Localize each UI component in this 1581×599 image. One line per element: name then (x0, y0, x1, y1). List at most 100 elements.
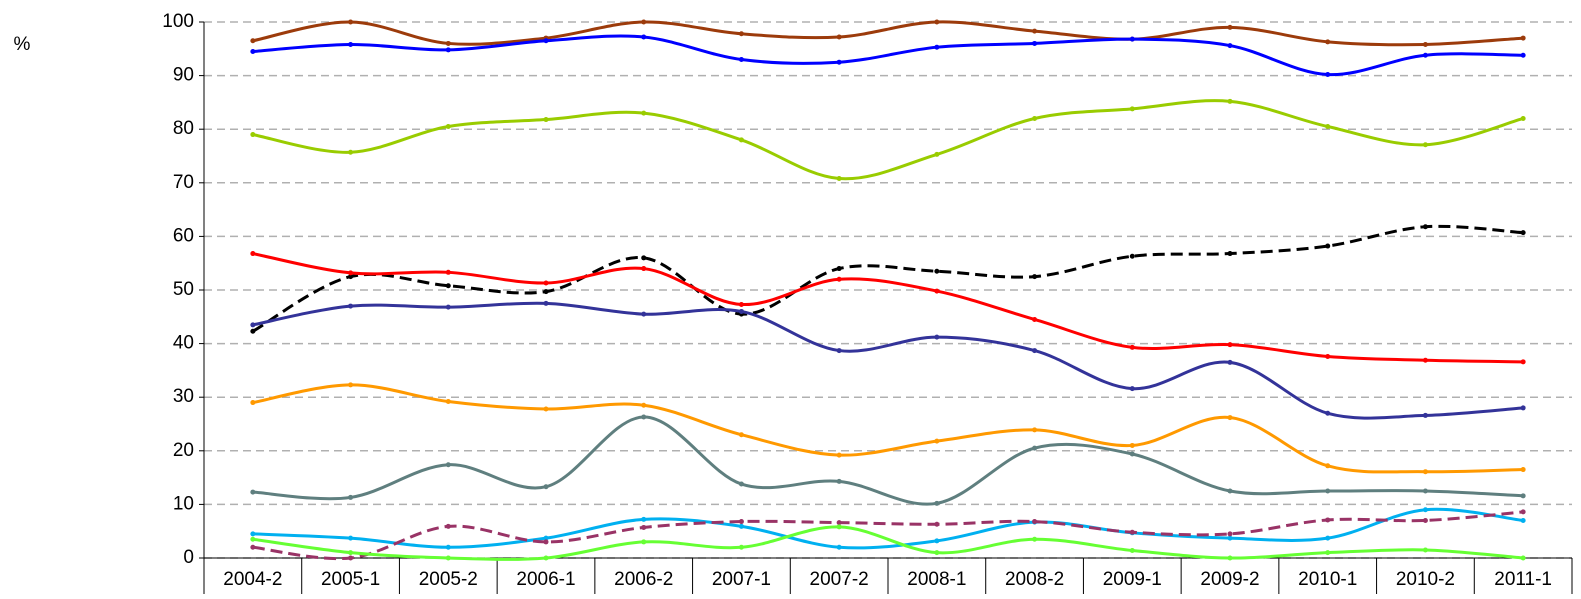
point-marker (348, 270, 354, 276)
point-marker (250, 251, 256, 257)
point-marker (348, 550, 354, 556)
point-marker (1032, 274, 1038, 280)
point-marker (543, 406, 549, 412)
point-marker (445, 398, 451, 404)
point-marker (250, 38, 256, 44)
point-marker (641, 402, 647, 408)
point-marker (445, 462, 451, 468)
point-marker (348, 149, 354, 155)
point-marker (1325, 243, 1331, 249)
point-marker (1227, 342, 1233, 348)
point-marker (543, 555, 549, 561)
point-marker (836, 276, 842, 282)
point-marker (1227, 98, 1233, 104)
point-marker (543, 484, 549, 490)
point-marker (934, 19, 940, 25)
y-tick-label: 70 (173, 172, 194, 193)
point-marker (543, 117, 549, 123)
point-marker (836, 452, 842, 458)
point-marker (543, 38, 549, 44)
y-tick-label: 100 (162, 11, 194, 32)
point-marker (1520, 405, 1526, 411)
point-marker (250, 132, 256, 138)
point-marker (445, 124, 451, 130)
y-tick-label: 80 (173, 118, 194, 139)
point-marker (1227, 43, 1233, 49)
point-marker (1129, 106, 1135, 112)
point-marker (1422, 488, 1428, 494)
point-marker (934, 268, 940, 274)
y-tick-label: 20 (173, 440, 194, 461)
point-marker (738, 57, 744, 63)
point-marker (250, 536, 256, 542)
y-tick-label: 40 (173, 333, 194, 354)
point-marker (836, 59, 842, 65)
point-marker (1032, 115, 1038, 121)
point-marker (543, 535, 549, 541)
point-marker (836, 544, 842, 550)
point-marker (250, 544, 256, 550)
point-marker (1227, 555, 1233, 561)
point-marker (1520, 555, 1526, 561)
x-tick-label: 2009-2 (1200, 569, 1259, 590)
point-marker (1520, 359, 1526, 365)
point-marker (348, 274, 354, 280)
point-marker (836, 176, 842, 182)
point-marker (836, 348, 842, 354)
point-marker (1325, 39, 1331, 45)
point-marker (1129, 253, 1135, 259)
series-line (252, 252, 1524, 364)
point-marker (1227, 24, 1233, 30)
point-marker (1422, 357, 1428, 363)
point-marker (1325, 463, 1331, 469)
point-marker (348, 535, 354, 541)
point-marker (1129, 386, 1135, 392)
point-marker (1032, 536, 1038, 542)
point-marker (1129, 451, 1135, 457)
point-marker (641, 266, 647, 272)
y-tick-label: 30 (173, 386, 194, 407)
point-marker (250, 322, 256, 328)
point-marker (836, 266, 842, 272)
point-marker (1032, 445, 1038, 451)
point-marker (934, 521, 940, 527)
point-marker (1520, 35, 1526, 41)
point-marker (1129, 442, 1135, 448)
point-marker (445, 304, 451, 310)
point-marker (1422, 224, 1428, 230)
point-marker (543, 300, 549, 306)
point-marker (348, 42, 354, 48)
x-tick-label: 2010-1 (1298, 569, 1357, 590)
point-marker (934, 550, 940, 556)
point-marker (445, 40, 451, 46)
series-line (252, 507, 1524, 550)
point-marker (543, 289, 549, 295)
x-tick-label: 2006-2 (614, 569, 673, 590)
x-tick-label: 2008-1 (907, 569, 966, 590)
point-marker (738, 308, 744, 314)
point-marker (250, 400, 256, 406)
point-marker (1227, 359, 1233, 365)
point-marker (1520, 115, 1526, 121)
series-line (252, 415, 1524, 506)
point-marker (445, 555, 451, 561)
point-marker (1325, 72, 1331, 78)
x-tick-label: 2011-1 (1494, 569, 1552, 590)
point-marker (348, 555, 354, 561)
point-marker (1129, 529, 1135, 535)
point-marker (836, 478, 842, 484)
point-marker (1325, 488, 1331, 494)
point-marker (1129, 344, 1135, 350)
x-tick-label: 2010-2 (1396, 569, 1455, 590)
point-marker (1129, 547, 1135, 553)
point-marker (738, 301, 744, 307)
point-marker (1032, 40, 1038, 46)
point-marker (836, 520, 842, 526)
point-marker (934, 538, 940, 544)
point-marker (1520, 52, 1526, 58)
y-tick-label: 90 (173, 65, 194, 86)
point-marker (250, 531, 256, 537)
point-marker (738, 523, 744, 529)
point-marker (641, 516, 647, 522)
point-marker (641, 19, 647, 25)
